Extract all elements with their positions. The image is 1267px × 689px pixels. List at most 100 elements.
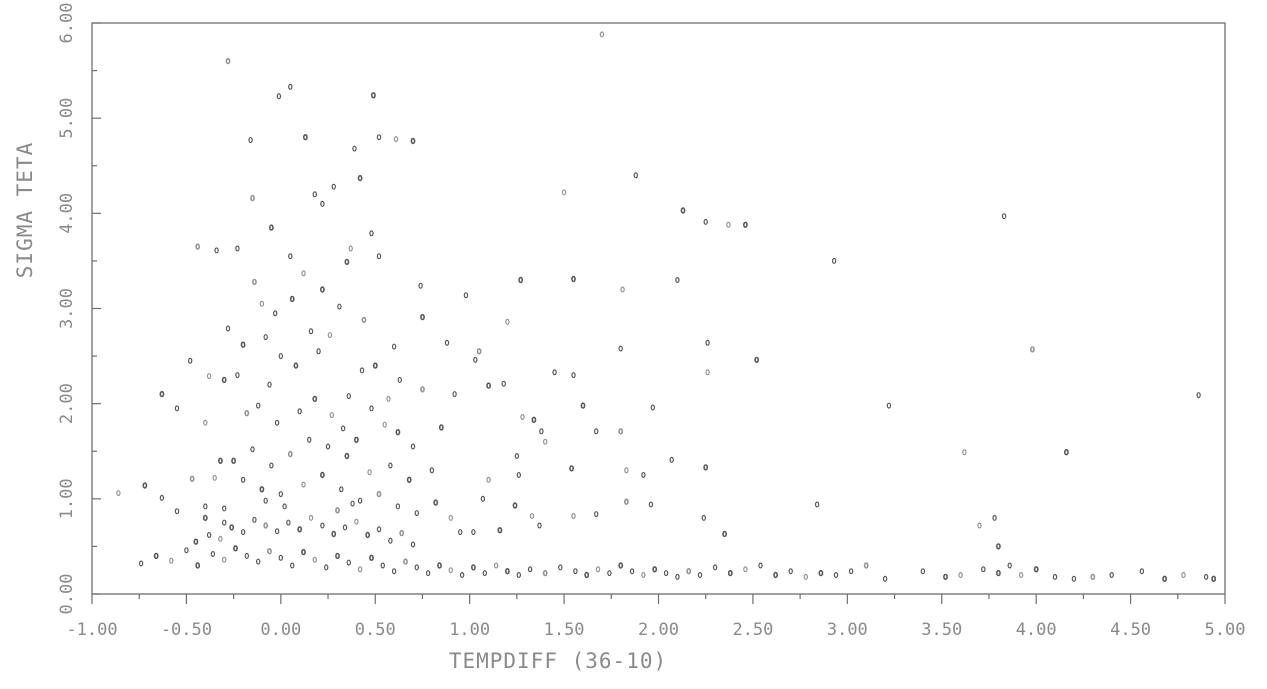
data-point [337, 303, 342, 310]
data-point [943, 573, 948, 581]
data-point [476, 348, 482, 355]
data-point [542, 569, 548, 577]
data-point [425, 570, 431, 577]
data-point [388, 537, 393, 544]
data-point [722, 530, 728, 538]
data-point [486, 476, 491, 483]
data-point [463, 292, 469, 299]
data-point [1139, 568, 1145, 575]
data-point [263, 522, 269, 529]
data-point [382, 421, 387, 428]
data-point [558, 564, 563, 571]
data-point [159, 390, 165, 398]
data-point [459, 571, 465, 578]
data-point [571, 372, 576, 379]
data-point [618, 345, 623, 352]
data-point [992, 514, 997, 521]
data-point [833, 571, 839, 578]
data-point [452, 391, 457, 398]
data-point [814, 501, 820, 508]
data-point [470, 564, 476, 571]
data-point [278, 554, 283, 561]
y-tick-label: 5.00 [57, 98, 77, 139]
x-tick-label: -0.50 [161, 620, 212, 640]
data-point [229, 524, 235, 531]
data-point [571, 512, 576, 519]
data-point [301, 548, 306, 556]
data-point [920, 568, 926, 575]
x-tick-label: 1.50 [544, 620, 585, 640]
data-point [1033, 566, 1039, 573]
data-point [274, 419, 280, 426]
data-point [599, 31, 605, 38]
data-point [595, 566, 601, 573]
data-point [267, 381, 272, 388]
data-point [221, 376, 227, 384]
data-point [620, 286, 625, 293]
data-point [312, 395, 318, 403]
data-point [269, 462, 274, 469]
data-point [803, 573, 809, 580]
data-point [348, 245, 353, 252]
data-point [648, 501, 654, 508]
data-point [353, 436, 359, 443]
data-point [618, 428, 624, 435]
data-point [346, 559, 351, 566]
data-point [293, 362, 299, 369]
data-point [418, 282, 423, 289]
x-tick-label: 4.50 [1110, 620, 1151, 640]
y-tick-labels: 0.00 1.00 2.00 3.00 4.00 5.00 6.00 [57, 3, 77, 615]
data-point [244, 410, 250, 417]
data-point [391, 343, 397, 350]
data-point [193, 538, 199, 545]
data-point [301, 481, 306, 488]
x-tick-label: 0.50 [355, 620, 396, 640]
data-point [331, 530, 337, 538]
x-tick-label: 4.00 [1016, 620, 1057, 640]
data-point [214, 247, 219, 254]
data-point [561, 189, 567, 196]
data-point [624, 498, 629, 505]
data-point [365, 531, 371, 539]
data-point [543, 438, 548, 445]
data-point [331, 183, 336, 190]
data-point [187, 357, 193, 364]
data-point [203, 503, 208, 510]
data-point [584, 571, 590, 579]
data-point [437, 562, 442, 569]
data-point [174, 508, 180, 515]
data-point [594, 511, 599, 518]
data-point [339, 486, 344, 493]
y-tick-label: 6.00 [57, 3, 77, 44]
data-point [301, 270, 306, 277]
data-point [527, 566, 533, 573]
data-point [395, 503, 401, 510]
data-point [357, 566, 363, 573]
data-point [1001, 213, 1007, 220]
data-point [743, 221, 748, 229]
data-point [189, 475, 195, 482]
data-point [504, 567, 510, 575]
data-point [138, 560, 144, 567]
data-point [233, 545, 238, 552]
data-point [369, 230, 374, 237]
data-point [977, 522, 982, 529]
data-point [159, 494, 165, 501]
data-point [1018, 571, 1024, 578]
data-point [244, 552, 249, 559]
data-point [344, 258, 350, 266]
data-point [395, 429, 401, 436]
x-tick-label: 3.50 [921, 620, 962, 640]
data-point [726, 221, 731, 228]
data-point [302, 134, 308, 141]
y-axis-title: SIGMA TETA [13, 142, 37, 278]
x-tick-label: 5.00 [1205, 620, 1246, 640]
data-point [376, 526, 382, 533]
data-point [429, 467, 435, 474]
data-point [633, 172, 639, 179]
data-point [282, 503, 287, 510]
data-point [1196, 392, 1201, 399]
data-point [703, 464, 709, 471]
data-point [289, 295, 295, 303]
data-point [278, 353, 283, 360]
